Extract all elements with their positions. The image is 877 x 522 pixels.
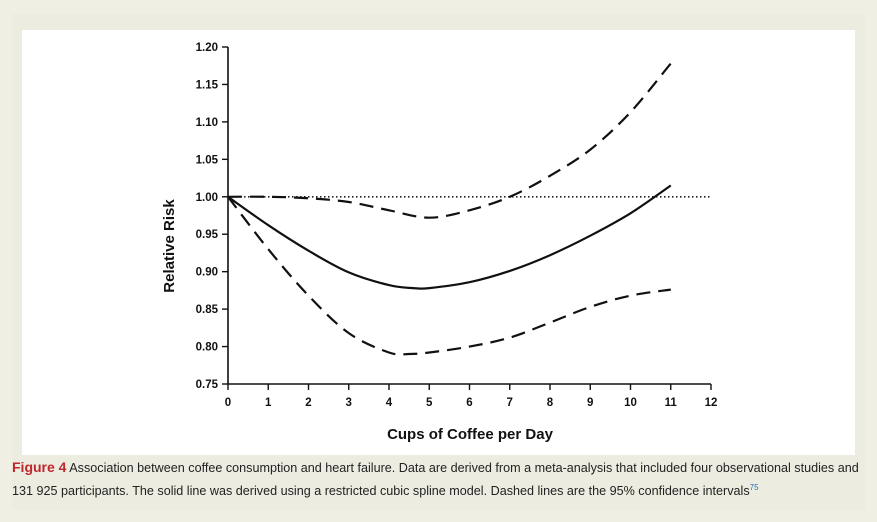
- x-tick-label: 12: [705, 397, 718, 409]
- x-tick-label: 6: [466, 397, 472, 409]
- y-tick-label: 0.75: [196, 379, 219, 391]
- x-tick-label: 9: [587, 397, 593, 409]
- x-tick-label: 11: [665, 397, 678, 409]
- x-tick-label: 10: [624, 397, 637, 409]
- axes: 0.75 0.80 0.85 0.90 0.95 1.00 1.05 1.10 1.15 1.20…: [196, 42, 718, 409]
- x-tick-label: 7: [507, 397, 513, 409]
- y-axis-title: Relative Risk: [161, 199, 178, 293]
- x-tick-label: 3: [346, 397, 352, 409]
- x-tick-label: 8: [547, 397, 554, 409]
- y-tick-label: 0.80: [196, 342, 218, 354]
- x-tick-label: 5: [426, 397, 433, 409]
- y-tick-label: 1.15: [196, 79, 219, 91]
- y-tick-label: 1.05: [196, 154, 219, 166]
- x-tick-label: 1: [265, 397, 272, 409]
- upper-ci-line: [227, 62, 672, 219]
- figure-caption: Figure 4 Association between coffee cons…: [12, 458, 862, 501]
- y-tick-label: 1.20: [196, 42, 218, 54]
- chart-svg: 0.75 0.80 0.85 0.90 0.95 1.00 1.05 1.10 1.15 1.20…: [161, 42, 718, 443]
- x-tick-label: 4: [386, 397, 393, 409]
- series-layer: [227, 62, 711, 356]
- x-tick-label: 2: [305, 397, 311, 409]
- caption-text: Association between coffee consumption a…: [12, 461, 859, 499]
- estimate-line: [227, 184, 672, 290]
- lower-ci-line: [227, 196, 671, 356]
- citation-ref: 75: [749, 483, 759, 492]
- x-tick-label: 0: [225, 397, 231, 409]
- y-tick-label: 0.95: [196, 229, 219, 241]
- figure-label: Figure 4: [12, 459, 67, 475]
- y-tick-label: 1.00: [196, 192, 218, 204]
- y-tick-label: 0.85: [196, 304, 219, 316]
- y-tick-label: 0.90: [196, 267, 218, 279]
- y-tick-label: 1.10: [196, 117, 218, 129]
- x-axis-title: Cups of Coffee per Day: [387, 426, 554, 443]
- chart-area: 0.75 0.80 0.85 0.90 0.95 1.00 1.05 1.10 1.15 1.20…: [22, 30, 855, 455]
